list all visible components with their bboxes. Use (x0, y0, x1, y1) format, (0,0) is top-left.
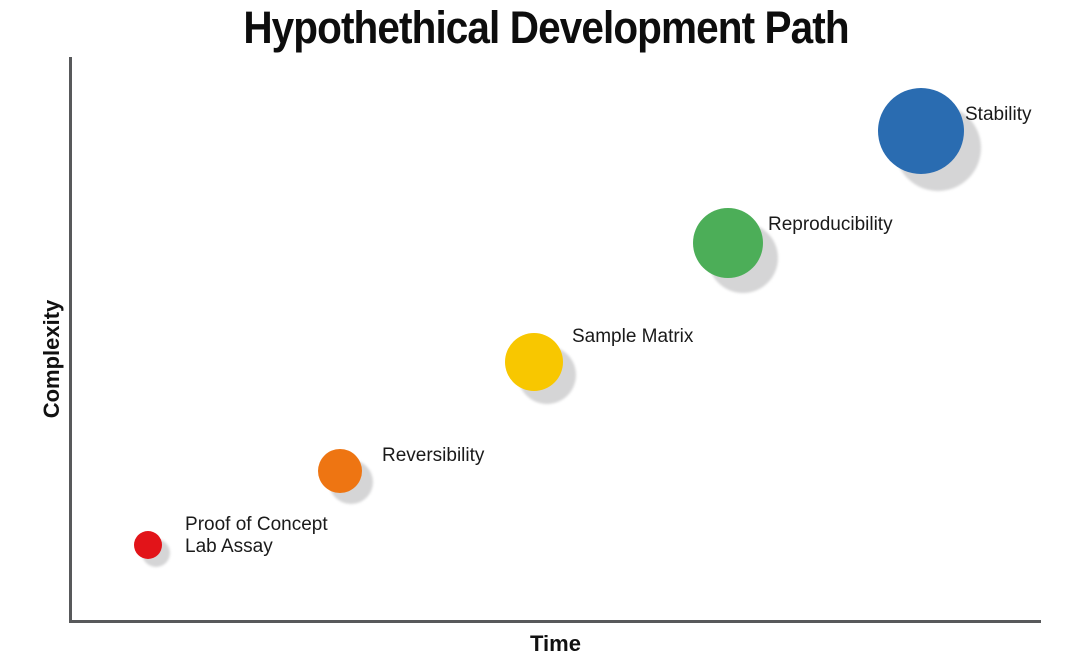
y-axis-line (69, 57, 72, 623)
x-axis-line (69, 620, 1041, 623)
bubble-label-line: Reversibility (381, 445, 485, 467)
bubble-label-line: Proof of Concept (185, 514, 328, 536)
bubble-label-stability: Stability (965, 104, 1032, 126)
bubble-reversibility (317, 449, 362, 494)
bubble-label-sample-matrix: Sample Matrix (572, 326, 693, 348)
bubble-label-line: Lab Assay (185, 536, 273, 558)
bubble-proof-of-concept-lab-assay (134, 531, 163, 560)
bubble-label-reproducibility: Reproducibility (768, 214, 893, 236)
bubble-reproducibility (692, 207, 763, 278)
bubble-label-proof-of-concept-lab-assay: Proof of Concept Lab Assay (185, 514, 328, 558)
x-axis-label: Time (530, 631, 581, 656)
bubble-label-reversibility: Reversibility (382, 445, 484, 467)
bubble-label-line: Reproducibility (767, 213, 893, 235)
bubble-sample-matrix (504, 332, 563, 391)
chart-title: Hypothethical Development Path (243, 2, 849, 53)
bubble-stability (878, 88, 964, 174)
bubble-label-line: Stability (965, 104, 1032, 125)
bubble-label-line: Sample Matrix (571, 325, 694, 347)
